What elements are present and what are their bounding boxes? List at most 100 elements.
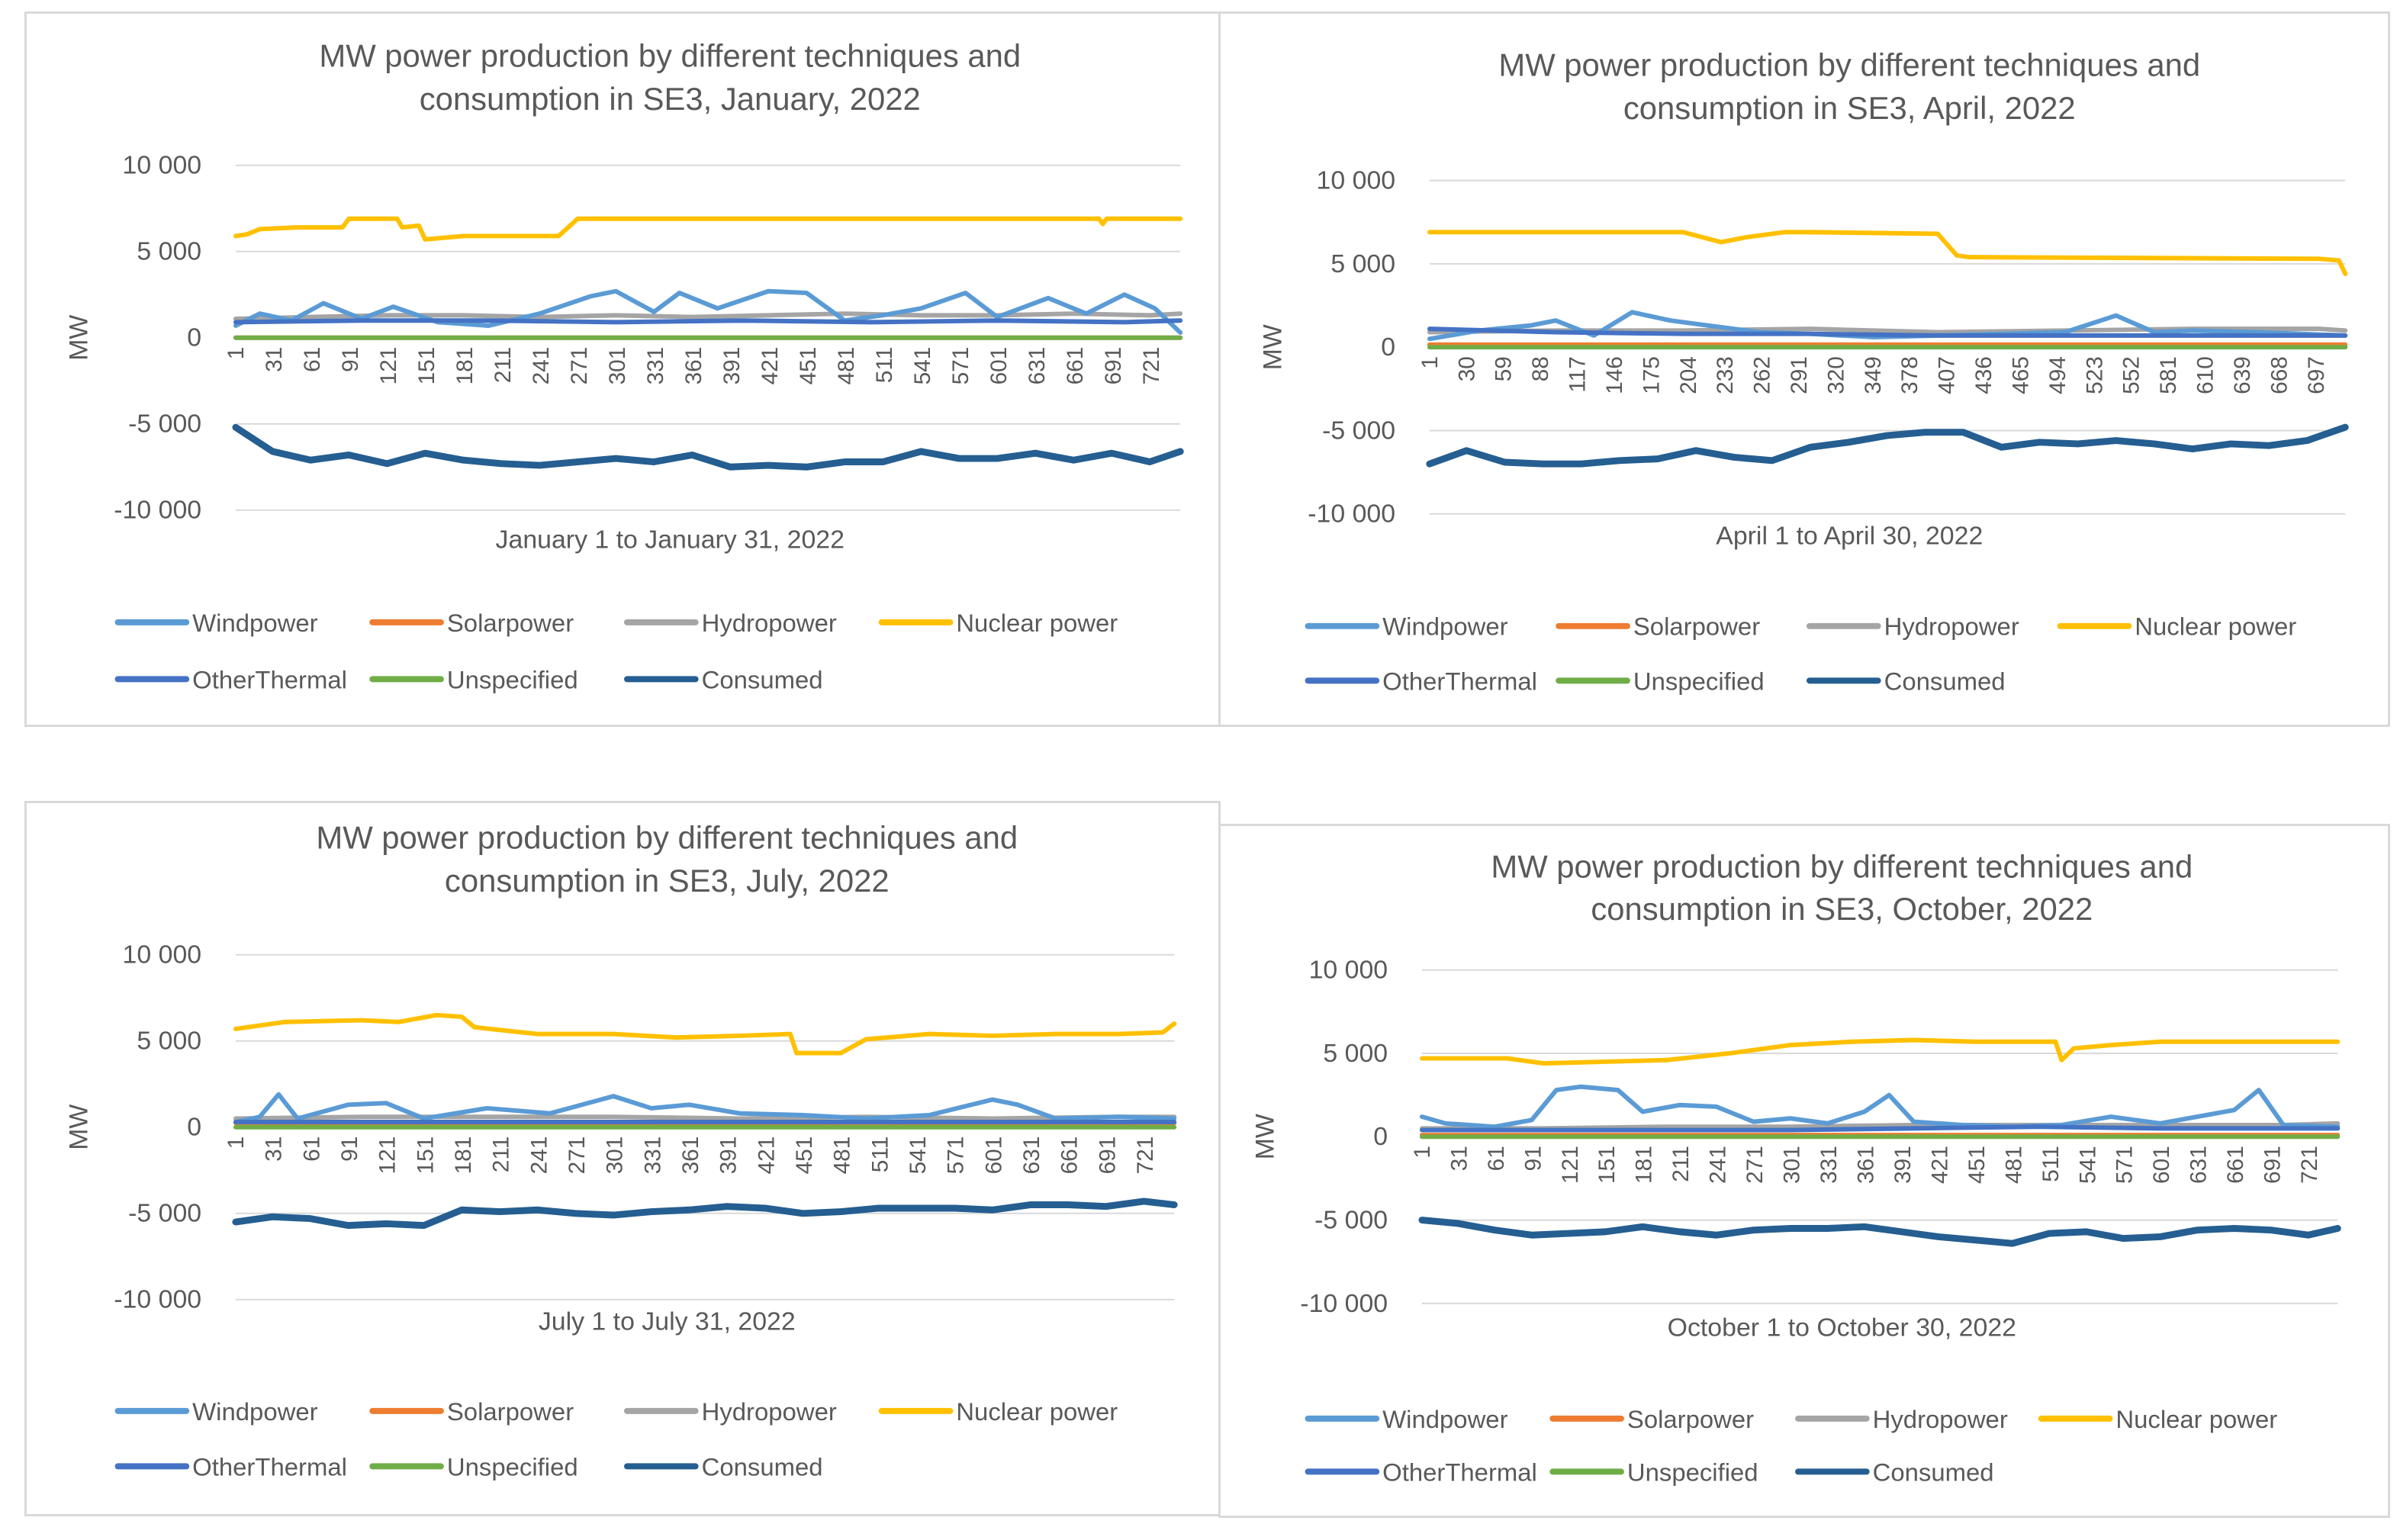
x-tick-label: 271: [565, 1137, 590, 1175]
series-line-nuclear-power: [233, 1012, 1177, 1056]
legend-label-windpower: Windpower: [1382, 612, 1507, 641]
series-line-consumed: [1426, 423, 2349, 468]
x-tick-label: 691: [1101, 347, 1126, 385]
x-tick-label: 421: [758, 347, 783, 385]
y-tick-label: -5 000: [128, 410, 201, 439]
x-tick-label: 331: [1816, 1146, 1842, 1184]
x-tick-label: 211: [489, 1137, 514, 1173]
x-tick-label: 181: [452, 347, 478, 385]
x-tick-label: 451: [796, 347, 821, 385]
series-line-nuclear-power: [1419, 1037, 2341, 1066]
y-tick-label: 10 000: [1309, 956, 1388, 985]
series-line-windpower: [233, 1092, 1177, 1124]
x-tick-label: 1: [224, 1137, 249, 1149]
legend-label-windpower: Windpower: [1382, 1405, 1507, 1433]
legend-label-otherthermal: OtherThermal: [192, 665, 347, 693]
series-line-hydropower: [233, 311, 1183, 321]
x-tick-label: 61: [300, 347, 325, 372]
legend-label-otherthermal: OtherThermal: [1382, 667, 1537, 695]
legend-label-otherthermal: OtherThermal: [192, 1452, 347, 1481]
x-tick-label: 241: [526, 1137, 552, 1175]
chart-title-line: consumption in SE3, October, 2022: [1591, 891, 2093, 927]
y-tick-label: 0: [187, 323, 201, 352]
x-tick-label: 511: [2038, 1146, 2064, 1182]
x-tick-label: 661: [2223, 1146, 2248, 1184]
x-tick-label: 511: [867, 1137, 893, 1173]
legend-label-nuclear-power: Nuclear power: [956, 609, 1118, 637]
chart-january: MW power production by different techniq…: [24, 11, 1221, 727]
x-tick-label: 361: [681, 347, 706, 385]
legend-label-solarpower: Solarpower: [447, 609, 574, 637]
legend-label-otherthermal: OtherThermal: [1382, 1458, 1537, 1486]
legend-label-solarpower: Solarpower: [447, 1397, 574, 1426]
x-tick-label: 241: [1706, 1146, 1731, 1184]
x-tick-label: 151: [414, 347, 439, 385]
x-tick-label: 31: [262, 1137, 287, 1162]
x-tick-label: 331: [643, 347, 668, 385]
x-tick-label: 262: [1750, 356, 1775, 394]
y-axis-label: MW: [1251, 1114, 1280, 1159]
y-tick-label: 0: [1381, 333, 1395, 362]
series-line-windpower: [1419, 1084, 2341, 1130]
y-tick-label: -5 000: [1314, 1206, 1388, 1235]
x-tick-label: 61: [1484, 1146, 1509, 1171]
chart-title-line: MW power production by different techniq…: [1491, 849, 2193, 885]
legend-label-hydropower: Hydropower: [702, 1397, 837, 1426]
x-tick-label: 541: [910, 347, 935, 385]
y-axis-label: MW: [1259, 324, 1288, 370]
x-tick-label: 436: [1971, 356, 1996, 394]
x-tick-label: 378: [1897, 356, 1922, 394]
x-tick-label: 691: [2260, 1146, 2286, 1184]
x-tick-label: 571: [948, 347, 973, 385]
legend-label-unspecified: Unspecified: [447, 665, 578, 693]
series-line-otherthermal: [1419, 1124, 2341, 1133]
x-tick-label: 175: [1639, 356, 1664, 394]
x-tick-label: 301: [605, 347, 630, 385]
legend-label-consumed: Consumed: [702, 1452, 823, 1481]
x-tick-label: 481: [830, 1137, 855, 1175]
x-tick-label: 661: [1063, 347, 1088, 385]
y-tick-label: 10 000: [1317, 166, 1396, 195]
chart-october-svg: MW power production by different techniq…: [1251, 849, 2341, 1486]
legend-label-windpower: Windpower: [192, 1397, 317, 1426]
x-tick-label: 541: [906, 1137, 931, 1175]
x-tick-label: 61: [299, 1137, 324, 1162]
x-tick-label: 391: [716, 1137, 742, 1175]
y-tick-label: -5 000: [1322, 416, 1395, 445]
x-tick-label: 581: [2156, 356, 2181, 394]
x-tick-label: 181: [451, 1137, 476, 1175]
legend-label-nuclear-power: Nuclear power: [2115, 1405, 2277, 1433]
x-tick-label: 349: [1861, 356, 1886, 394]
legend-label-nuclear-power: Nuclear power: [2135, 612, 2296, 641]
x-tick-label: 211: [491, 347, 516, 384]
x-tick-label: 361: [678, 1137, 703, 1175]
x-tick-label: 1: [1417, 356, 1443, 369]
x-tick-label: 181: [1632, 1146, 1657, 1184]
series-line-otherthermal: [1427, 326, 2348, 338]
x-axis-label: January 1 to January 31, 2022: [496, 526, 845, 555]
x-tick-label: 91: [338, 347, 363, 372]
x-tick-label: 721: [1133, 1137, 1158, 1175]
x-tick-label: 571: [2112, 1146, 2138, 1184]
series-line-otherthermal: [233, 318, 1183, 325]
x-tick-label: 117: [1565, 356, 1591, 393]
x-tick-label: 601: [2149, 1146, 2174, 1184]
x-tick-label: 721: [1139, 347, 1164, 385]
legend-label-unspecified: Unspecified: [1633, 667, 1765, 695]
chart-october: MW power production by different techniq…: [1218, 824, 2390, 1518]
x-tick-label: 121: [375, 1137, 401, 1175]
x-tick-label: 465: [2008, 356, 2033, 394]
x-tick-label: 291: [1787, 356, 1812, 394]
legend-label-hydropower: Hydropower: [1873, 1405, 2008, 1433]
series-line-nuclear-power: [1427, 230, 2348, 276]
chart-title-line: consumption in SE3, January, 2022: [420, 81, 921, 117]
x-tick-label: 31: [262, 347, 287, 372]
y-tick-label: 5 000: [1323, 1039, 1388, 1068]
y-tick-label: -10 000: [114, 1285, 201, 1314]
series-line-windpower: [233, 288, 1183, 335]
x-tick-label: 331: [640, 1137, 665, 1175]
x-tick-label: 421: [754, 1137, 779, 1175]
y-axis-label: MW: [65, 1104, 94, 1150]
y-tick-label: 5 000: [1330, 249, 1395, 278]
x-tick-label: 1: [1410, 1146, 1435, 1159]
